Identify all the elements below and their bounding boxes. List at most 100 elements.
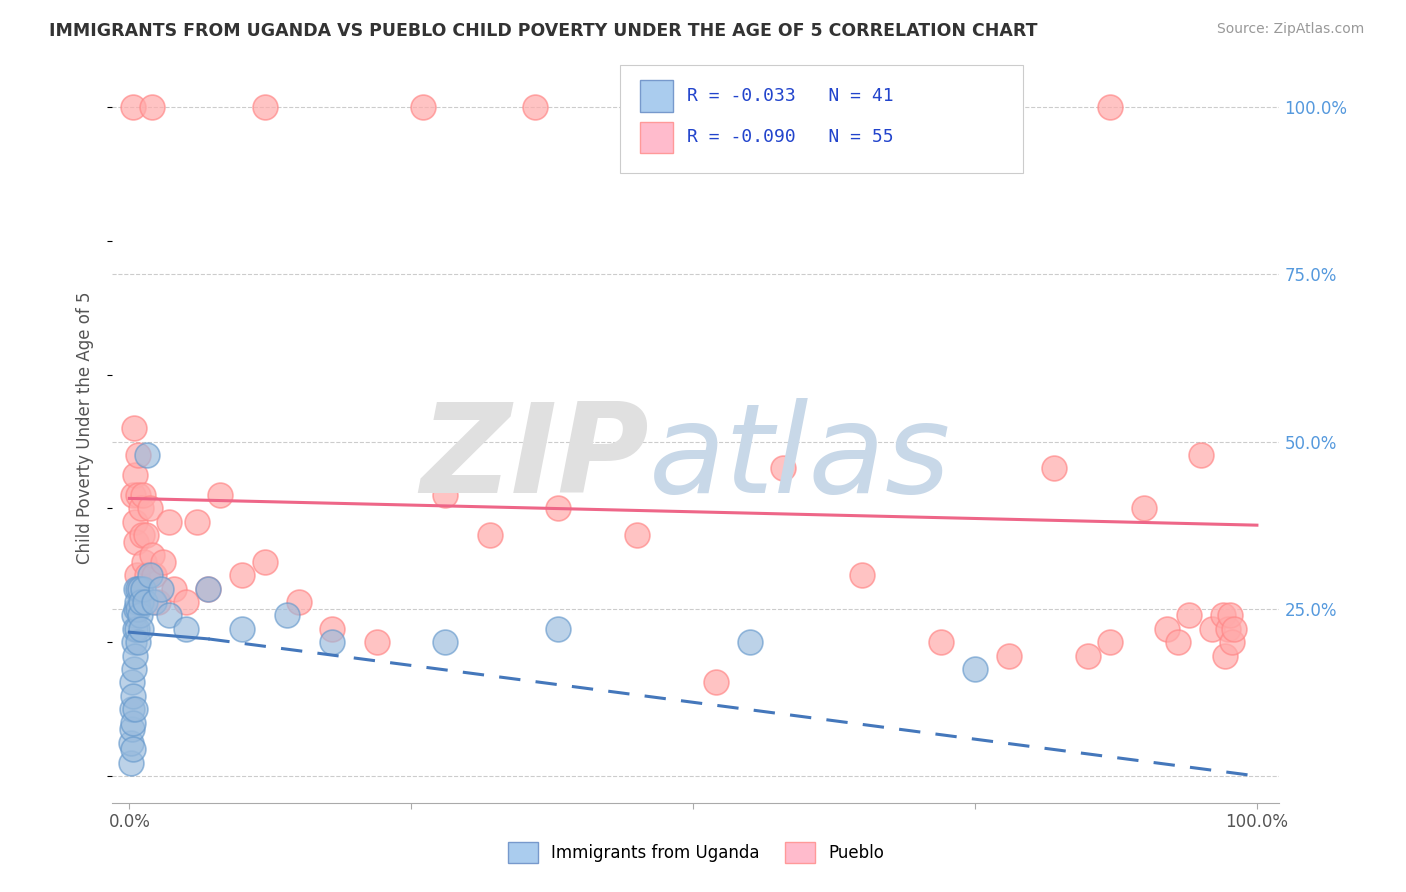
Point (128, 582, 150, 596)
Point (1099, 100, 1122, 114)
Point (772, 461, 794, 475)
Point (124, 702, 146, 716)
Point (547, 501, 569, 516)
Point (121, 100, 143, 114)
Point (124, 622, 146, 636)
Point (121, 689, 143, 703)
Point (321, 622, 343, 636)
Point (131, 528, 153, 542)
Point (163, 582, 186, 596)
Point (129, 595, 152, 609)
Point (1216, 622, 1239, 636)
Point (1167, 635, 1189, 649)
FancyBboxPatch shape (640, 121, 672, 153)
Point (174, 622, 197, 636)
Point (1201, 622, 1223, 636)
Point (276, 608, 298, 623)
Point (626, 528, 648, 542)
Point (929, 635, 952, 649)
Point (547, 622, 569, 636)
Point (1043, 461, 1066, 475)
Point (121, 488, 143, 502)
Point (121, 702, 143, 716)
Point (129, 622, 152, 636)
Point (998, 648, 1021, 663)
Point (136, 448, 159, 462)
Point (132, 488, 155, 502)
Point (231, 568, 253, 582)
Point (1099, 635, 1122, 649)
Point (124, 468, 146, 483)
Point (1212, 608, 1234, 623)
Point (208, 488, 231, 502)
Y-axis label: Child Poverty Under the Age of 5: Child Poverty Under the Age of 5 (76, 292, 94, 565)
Point (122, 662, 145, 676)
Point (1133, 501, 1156, 516)
Point (434, 635, 457, 649)
Point (121, 742, 143, 756)
Point (127, 602, 149, 616)
Point (127, 488, 149, 502)
Point (157, 515, 180, 529)
FancyBboxPatch shape (640, 80, 672, 112)
Point (1215, 648, 1237, 663)
Point (128, 608, 150, 623)
Point (127, 622, 149, 636)
Point (124, 648, 146, 663)
Point (738, 635, 761, 649)
Point (434, 488, 457, 502)
Point (143, 595, 166, 609)
Point (287, 595, 309, 609)
Text: atlas: atlas (650, 398, 952, 518)
Point (125, 582, 148, 596)
Point (366, 635, 388, 649)
Point (197, 582, 219, 596)
Point (127, 568, 149, 582)
Point (174, 595, 197, 609)
Point (704, 675, 727, 690)
Point (125, 602, 148, 616)
Point (121, 723, 143, 737)
Text: IMMIGRANTS FROM UGANDA VS PUEBLO CHILD POVERTY UNDER THE AGE OF 5 CORRELATION CH: IMMIGRANTS FROM UGANDA VS PUEBLO CHILD P… (49, 22, 1038, 40)
Point (121, 715, 143, 730)
Point (122, 421, 145, 435)
Point (231, 622, 253, 636)
Point (136, 568, 159, 582)
Point (1189, 448, 1212, 462)
Point (122, 635, 145, 649)
Point (122, 608, 145, 623)
Point (121, 675, 143, 690)
Point (127, 448, 149, 462)
Point (197, 582, 219, 596)
Point (1220, 635, 1243, 649)
Point (1219, 608, 1241, 623)
Point (152, 555, 174, 569)
Text: Source: ZipAtlas.com: Source: ZipAtlas.com (1216, 22, 1364, 37)
Point (120, 756, 142, 770)
Point (1223, 622, 1246, 636)
Point (134, 595, 156, 609)
FancyBboxPatch shape (620, 65, 1022, 173)
Point (127, 582, 149, 596)
Point (253, 555, 276, 569)
Point (479, 528, 502, 542)
Point (149, 582, 172, 596)
Point (128, 582, 150, 596)
Point (141, 100, 163, 114)
Point (129, 501, 152, 516)
Point (138, 501, 160, 516)
Point (132, 555, 155, 569)
Point (141, 548, 163, 563)
Point (132, 582, 155, 596)
Point (138, 568, 160, 582)
Point (125, 535, 148, 549)
Point (1178, 608, 1201, 623)
Point (1077, 648, 1099, 663)
Point (321, 635, 343, 649)
Point (412, 100, 434, 114)
Point (963, 662, 986, 676)
Point (253, 100, 276, 114)
Point (127, 595, 149, 609)
Text: R = -0.090   N = 55: R = -0.090 N = 55 (686, 128, 893, 146)
Point (143, 568, 166, 582)
